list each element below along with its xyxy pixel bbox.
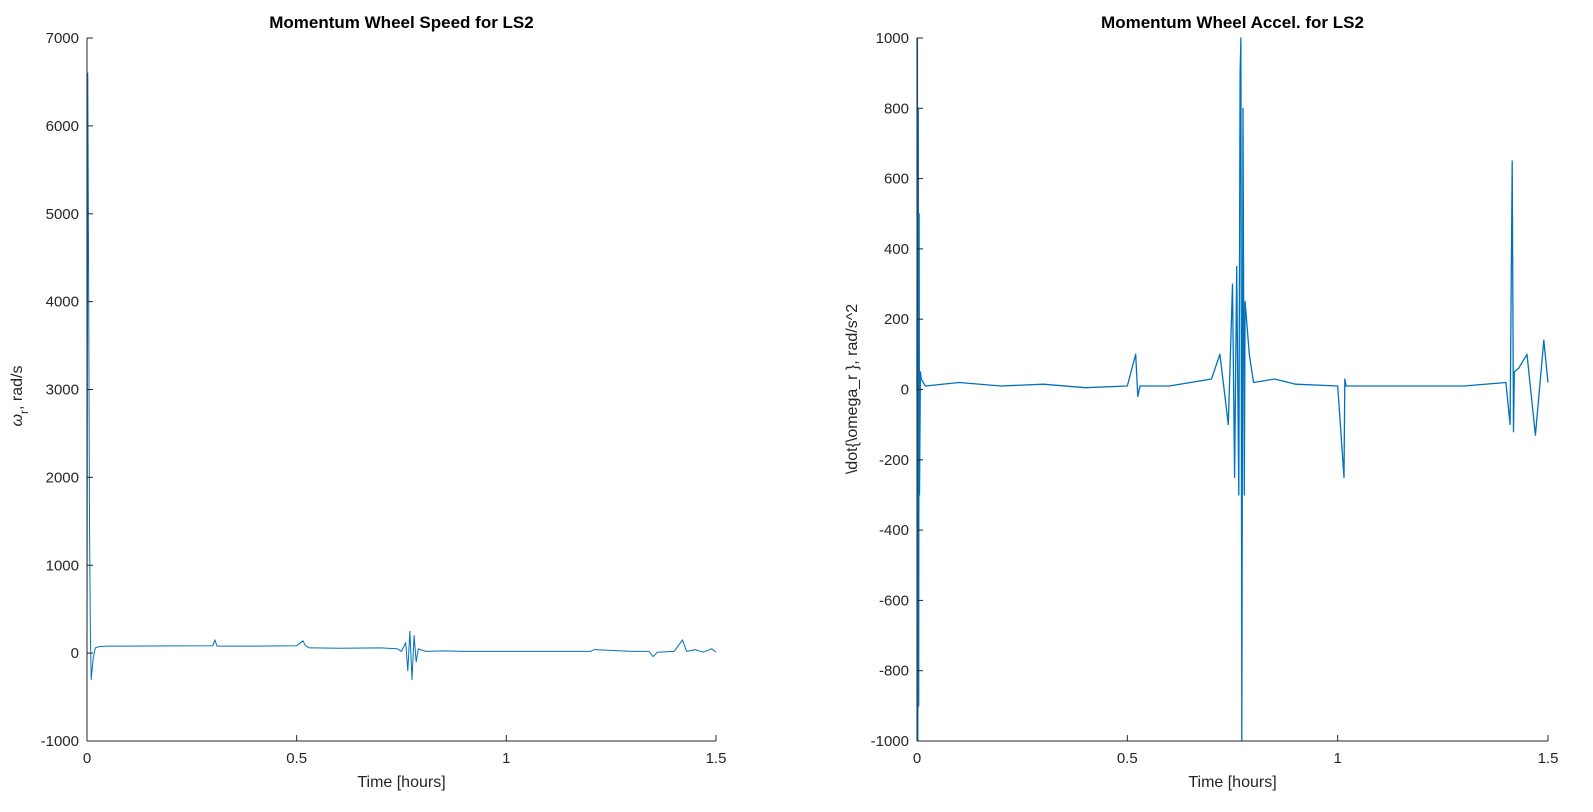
speed-y-tick-label: 2000 — [46, 469, 79, 486]
speed-y-axis-label-symbol: ω — [9, 414, 26, 426]
accel-series-line — [916, 37, 1549, 742]
accel-axes: -1000 -800 -600 -400 -200 0 200 400 600 800 1000 0… — [871, 30, 1559, 767]
speed-y-ticks: -1000 0 1000 2000 3000 4000 5000 6000 7000 — [41, 30, 93, 750]
accel-y-tick-label: 800 — [884, 100, 909, 117]
speed-y-tick-label: 6000 — [46, 118, 79, 135]
accel-chart: Momentum Wheel Accel. for LS2 -1000-800-… — [844, 13, 1558, 791]
accel-x-axis-label: Time [hours] — [1188, 774, 1276, 791]
speed-y-tick-label: 5000 — [46, 206, 79, 223]
speed-x-tick-label: 1 — [502, 750, 510, 767]
speed-chart: Momentum Wheel Speed for LS2 -1000010002… — [9, 13, 726, 791]
accel-y-tick-label: -200 — [879, 452, 909, 469]
speed-y-tick-label: 7000 — [46, 30, 79, 47]
accel-y-tick-label: 200 — [884, 311, 909, 328]
speed-x-tick-label: 0.5 — [286, 750, 307, 767]
accel-x-tick-label: 1.5 — [1538, 750, 1559, 767]
accel-y-tick-label: 400 — [884, 241, 909, 258]
accel-x-tick-label: 0 — [913, 750, 921, 767]
accel-y-tick-label: 600 — [884, 171, 909, 188]
accel-y-tick-label: -400 — [879, 522, 909, 539]
speed-y-tick-label: 0 — [71, 645, 79, 662]
speed-y-tick-label: -1000 — [41, 733, 79, 750]
speed-x-ticks: 0 0.5 1 1.5 — [83, 735, 727, 767]
accel-plot-area — [916, 37, 1549, 742]
speed-y-tick-label: 4000 — [46, 294, 79, 311]
speed-y-axis-label-unit: , rad/s — [9, 366, 26, 410]
speed-series-line — [86, 72, 717, 680]
accel-x-tick-label: 1 — [1333, 750, 1341, 767]
accel-x-tick-label: 0.5 — [1117, 750, 1138, 767]
accel-y-tick-label: 1000 — [876, 30, 909, 47]
accel-y-ticks: -1000 -800 -600 -400 -200 0 200 400 600 800 1000 — [871, 30, 923, 750]
speed-y-tick-label: 1000 — [46, 557, 79, 574]
speed-x-axis-label: Time [hours] — [357, 774, 445, 791]
speed-chart-title: Momentum Wheel Speed for LS2 — [269, 13, 533, 32]
speed-y-tick-label: 3000 — [46, 382, 79, 399]
accel-y-tick-label: 0 — [901, 382, 909, 399]
speed-plot-area — [86, 72, 717, 680]
accel-y-axis-label: \dot{\omega_r }, rad/s^2 — [844, 304, 861, 474]
accel-y-tick-label: -800 — [879, 663, 909, 680]
speed-x-tick-label: 1.5 — [706, 750, 727, 767]
accel-y-tick-label: -600 — [879, 592, 909, 609]
speed-y-axis-label: ωr, rad/s — [9, 366, 31, 427]
accel-x-ticks: 0 0.5 1 1.5 — [913, 735, 1559, 767]
speed-x-tick-label: 0 — [83, 750, 91, 767]
accel-chart-title: Momentum Wheel Accel. for LS2 — [1101, 13, 1364, 32]
speed-y-axis-label-subscript: r — [17, 410, 31, 414]
accel-y-tick-label: -1000 — [871, 733, 909, 750]
